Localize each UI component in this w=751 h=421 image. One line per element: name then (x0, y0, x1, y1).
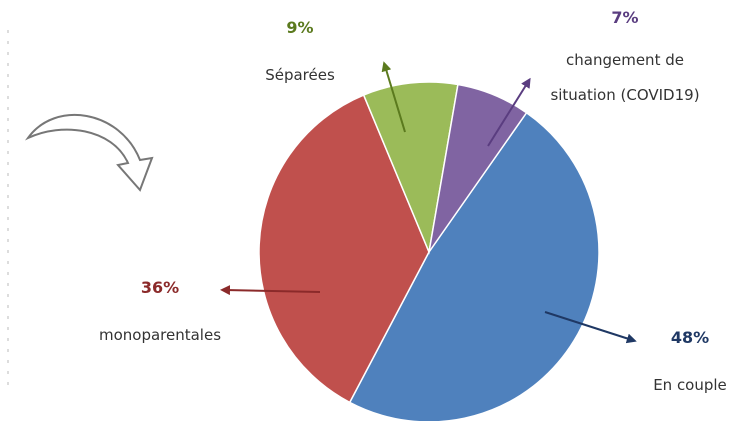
leader-arrow (487, 77, 531, 147)
pie-slice (428, 83, 528, 253)
pie (258, 81, 600, 421)
value-label: 48% (670, 328, 710, 347)
leader-arrows (220, 61, 637, 344)
category-label: Séparées (265, 66, 335, 84)
pie-slice (258, 94, 430, 404)
value-label: 9% (286, 18, 314, 37)
category-label: changement de situation (COVID19) (550, 51, 700, 104)
leader-arrow (381, 61, 406, 133)
category-label: En couple (653, 376, 727, 394)
leader-arrow (544, 311, 637, 344)
category-label: monoparentales (98, 326, 222, 344)
pie-slice (348, 111, 600, 421)
leader-arrow (220, 285, 321, 296)
value-label: 36% (140, 278, 180, 297)
value-label: 7% (611, 8, 639, 27)
pie-slice (362, 81, 459, 255)
curved-arrow-icon (24, 114, 154, 192)
